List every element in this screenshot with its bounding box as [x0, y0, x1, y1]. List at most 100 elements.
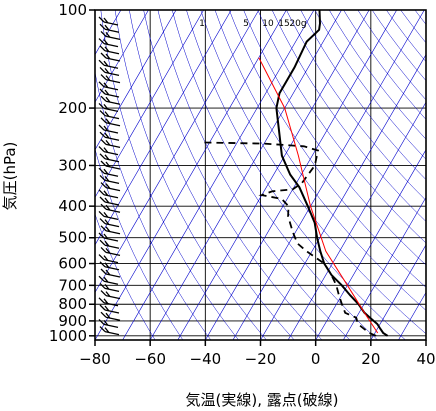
isotherm-line: [205, 10, 397, 340]
dry-adiabat-line: [429, 10, 436, 340]
dry-adiabat-line: [157, 10, 351, 340]
wind-barb: [100, 311, 121, 321]
wind-barb: [99, 66, 120, 77]
isotherm-line: [425, 339, 426, 340]
temperature-line: [275, 10, 389, 337]
y-tick-label: 100: [58, 1, 87, 19]
wind-barb: [98, 318, 119, 329]
wind-barb: [99, 218, 120, 228]
grid-layer: [95, 10, 426, 340]
wind-barb: [98, 16, 119, 26]
isotherm-line: [342, 196, 426, 340]
wind-barb: [100, 74, 121, 84]
wind-barb: [99, 196, 120, 206]
x-tick-label: −40: [190, 350, 222, 368]
x-tick-label: 20: [361, 350, 380, 368]
wind-barb: [100, 95, 121, 105]
wind-barb: [99, 153, 120, 163]
dry-adiabat-line: [271, 10, 426, 222]
y-tick-label: 300: [58, 156, 87, 174]
wind-barb: [98, 38, 119, 48]
wind-barb: [98, 189, 119, 199]
dry-adiabat-line: [229, 10, 426, 288]
y-axis-title: 気圧(hPa): [1, 142, 19, 211]
y-tick-label: 1000: [49, 327, 87, 345]
dry-adiabat-line: [100, 10, 239, 340]
isotherm-line: [149, 10, 342, 340]
wind-barb: [99, 174, 120, 185]
series-layer: [204, 10, 389, 337]
wind-barb: [98, 210, 119, 221]
wind-barb: [98, 102, 119, 113]
wind-barb: [98, 124, 119, 134]
wind-barb: [98, 232, 119, 242]
dry-adiabat-line: [114, 10, 267, 340]
wind-barb: [98, 297, 119, 307]
wind-barb-column: [98, 16, 121, 336]
mixing-ratio-label: 5: [243, 19, 249, 29]
x-axis-title: 気温(実線), 露点(破線): [186, 391, 339, 409]
mixing-ratio-label: 15: [278, 19, 289, 29]
dry-adiabat-line: [400, 10, 426, 44]
isotherm-line: [370, 244, 426, 340]
dry-adiabat-line: [129, 10, 295, 340]
x-axis: −80 −60 −40 −20 0 20 40: [79, 340, 436, 368]
x-tick-label: 0: [311, 350, 321, 368]
wind-barb: [100, 30, 121, 41]
wind-barb: [99, 88, 120, 98]
y-tick-label: 200: [58, 99, 87, 117]
isotherm-line: [95, 10, 177, 151]
wind-barb: [99, 239, 120, 249]
dry-adiabat-line: [95, 148, 184, 340]
wind-barb: [98, 146, 119, 156]
isotherm-line: [95, 10, 260, 294]
wind-barb: [99, 131, 120, 141]
dewpoint-line: [204, 141, 377, 337]
isotherm-line: [95, 10, 287, 340]
wind-barb: [100, 160, 121, 170]
isotherm-line: [95, 10, 204, 198]
y-tick-label: 700: [58, 276, 87, 294]
wind-barb: [99, 282, 120, 293]
dry-adiabat-line: [300, 10, 426, 180]
isotherm-line: [260, 54, 426, 340]
x-tick-label: 40: [416, 350, 435, 368]
isotherm-line: [232, 10, 425, 340]
dry-adiabat-line: [343, 10, 426, 120]
dry-adiabat-line: [286, 10, 426, 201]
wind-barb: [100, 268, 121, 278]
mixing-ratio-label: 1: [199, 19, 205, 29]
wind-barb: [98, 254, 119, 264]
wind-barb: [100, 225, 121, 235]
wind-barb: [99, 110, 120, 120]
wind-barb: [100, 182, 121, 192]
y-tick-label: 500: [58, 229, 87, 247]
wind-barb: [99, 23, 120, 33]
parcel-line: [258, 57, 379, 334]
isotherm-line: [177, 10, 370, 340]
wind-barb: [100, 290, 121, 300]
mixing-ratio-label: 10: [262, 19, 274, 29]
dry-adiabat-line: [314, 10, 426, 160]
wind-barb: [100, 52, 121, 62]
dry-adiabat-line: [95, 213, 156, 340]
dry-adiabat-line: [214, 10, 426, 311]
y-tick-label: 400: [58, 197, 87, 215]
isotherm-line: [287, 101, 426, 340]
mixing-ratio-label: 20g: [289, 19, 306, 29]
wind-barb: [98, 59, 119, 69]
isotherm-line: [315, 149, 426, 340]
y-tick-label: 900: [58, 312, 87, 330]
isotherm-layer: [95, 10, 436, 340]
wind-barb: [99, 45, 120, 55]
wind-barb: [98, 275, 119, 285]
isotherm-line: [95, 10, 232, 246]
dry-adiabat-line: [257, 10, 426, 244]
wind-barb: [100, 138, 121, 149]
dry-adiabat-line: [95, 70, 212, 340]
wind-barb: [99, 326, 120, 336]
wind-barb: [99, 304, 120, 314]
wind-barb: [98, 81, 119, 91]
